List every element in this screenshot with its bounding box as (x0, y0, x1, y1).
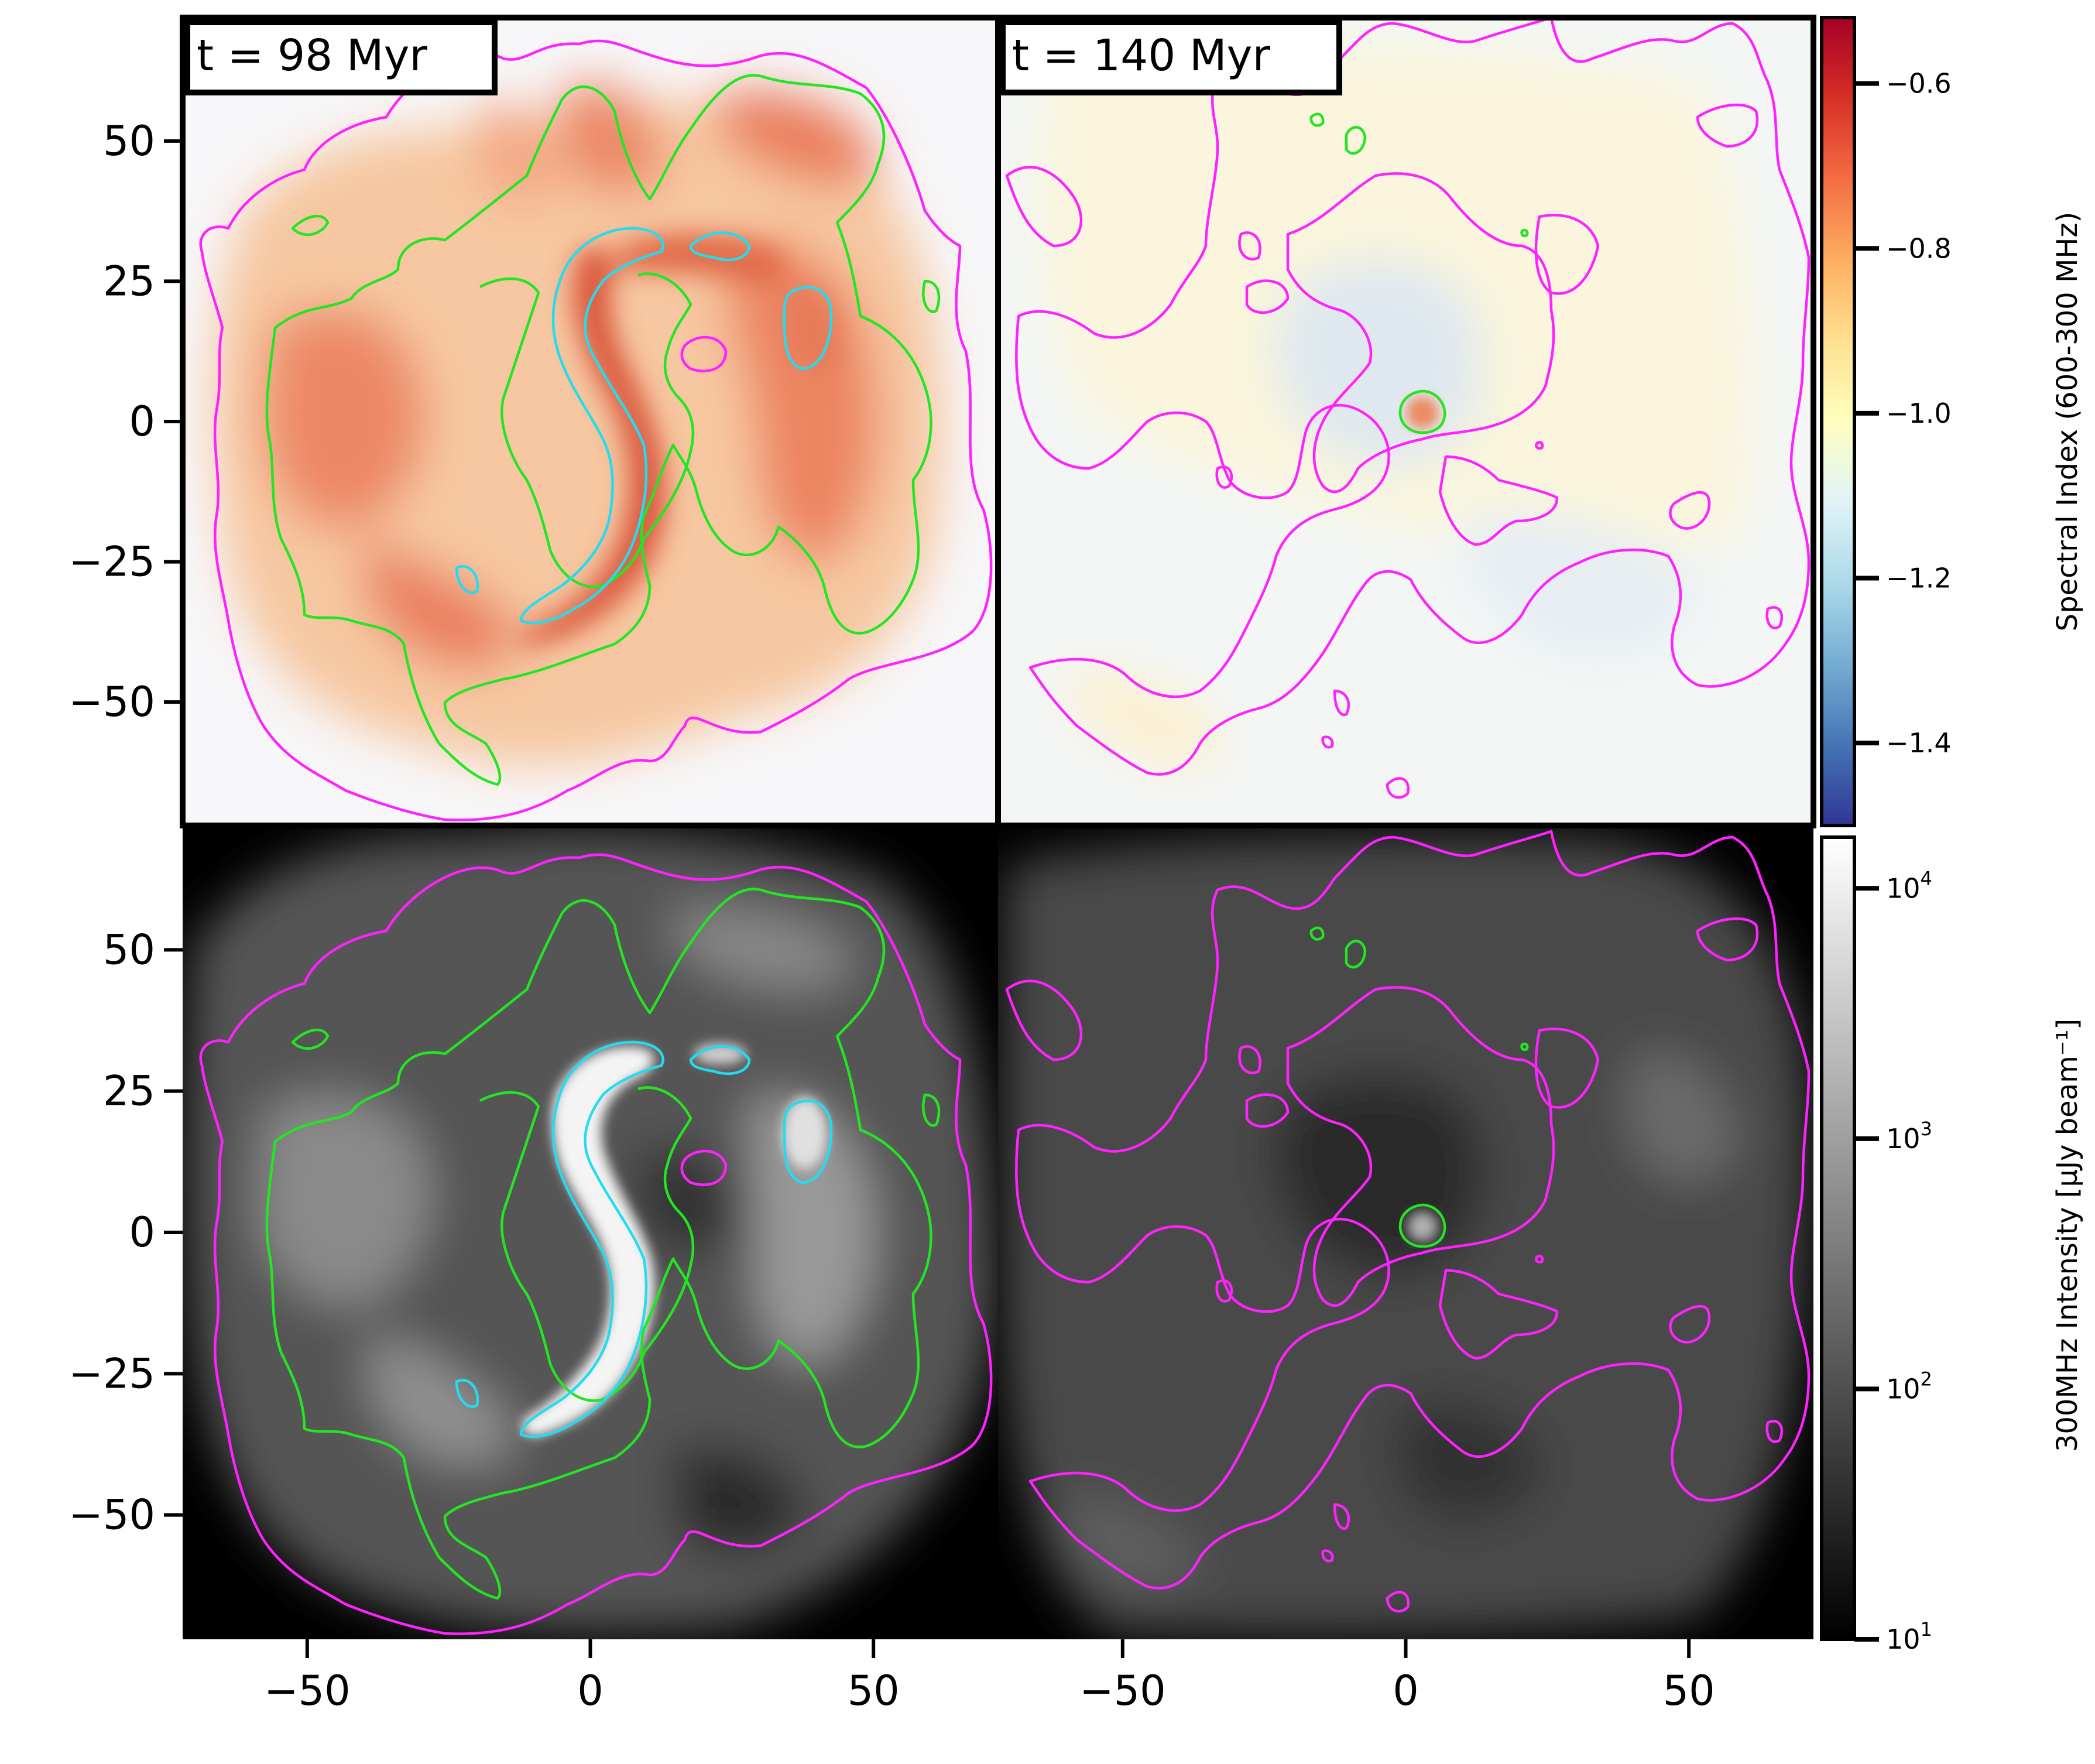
y-tick-label: −50 (68, 1491, 155, 1539)
time-label-t140: t = 140 Myr (1012, 30, 1270, 81)
contour-middle-t98 (265, 74, 941, 786)
time-label-box-t140: t = 140 Myr (1000, 19, 1342, 95)
y-axis-top: 50 25 0 −25 −50 (68, 117, 183, 726)
x-tick-label: 50 (1663, 1667, 1715, 1715)
y-tick-label: 0 (129, 1208, 155, 1256)
colorbar-tick-label: 104 (1886, 867, 1932, 904)
panel-spectral-t140 (998, 18, 1813, 826)
x-tick-label: 0 (577, 1667, 604, 1715)
colorbar-label-spectral: Spectral Index (600-300 MHz) (2051, 212, 2084, 632)
y-tick-label: 50 (103, 117, 155, 165)
y-tick-label: 50 (103, 926, 155, 974)
x-tick-label: −50 (264, 1667, 351, 1715)
colorbar-tick-label: −0.8 (1886, 232, 1952, 264)
contour-middle-t140 (1398, 389, 1446, 434)
colorbar-tick-label: −1.2 (1886, 563, 1952, 594)
colorbar-tick-label: 101 (1886, 1618, 1932, 1655)
colorbar-tick-label: −1.0 (1886, 398, 1952, 429)
y-tick-label: −50 (68, 678, 155, 726)
x-tick-label: −50 (1079, 1667, 1166, 1715)
x-tick-label: 50 (848, 1667, 900, 1715)
panel-intensity-t140 (998, 826, 1813, 1639)
panel-intensity-t98 (183, 826, 998, 1639)
x-tick-label: 0 (1393, 1667, 1419, 1715)
colorbar-tick-label: 103 (1886, 1118, 1932, 1155)
y-axis-bottom: 50 25 0 −25 −50 (68, 926, 183, 1539)
colorbar-tick-label: −1.4 (1886, 727, 1952, 759)
time-label-box-t98: t = 98 Myr (184, 19, 498, 95)
colorbar-tick-label: −0.6 (1886, 68, 1952, 100)
x-axis-right: −50 0 50 (1079, 1639, 1715, 1715)
x-axis-left: −50 0 50 (264, 1639, 900, 1715)
contour-inner-t98 (519, 227, 664, 625)
contour-outer-t140 (1005, 166, 1083, 248)
panel-spectral-t98 (183, 18, 998, 826)
y-tick-label: 0 (129, 398, 155, 446)
colorbar-spectral-index: −0.6 −0.8 −1.0 −1.2 −1.4 Spectral Index (600… (1820, 16, 2084, 827)
y-tick-label: −25 (68, 1349, 155, 1398)
y-tick-label: 25 (103, 257, 155, 305)
colorbar-tick-label: 102 (1886, 1368, 1932, 1405)
colorbar-intensity: 104 103 102 101 300MHz Intensity [μJy beam⁻… (1820, 835, 2084, 1655)
y-tick-label: 25 (103, 1067, 155, 1115)
colorbar-label-intensity: 300MHz Intensity [μJy beam⁻¹] (2051, 1019, 2084, 1452)
y-tick-label: −25 (68, 538, 155, 586)
time-label-t98: t = 98 Myr (197, 30, 427, 81)
contour-outer-t98 (199, 39, 993, 821)
